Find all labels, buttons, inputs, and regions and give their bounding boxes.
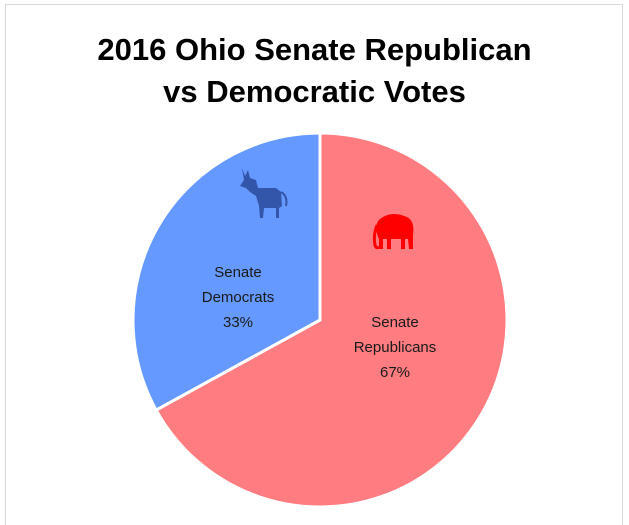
label-democrats-percent: 33%: [223, 314, 253, 331]
label-republicans-line-1: Senate: [371, 314, 419, 331]
chart-title-line-1: 2016 Ohio Senate Republican: [97, 32, 532, 67]
label-republicans-percent: 67%: [380, 364, 410, 381]
label-democrats-line-2: Democrats: [202, 289, 275, 306]
chart-frame: [5, 4, 623, 525]
label-republicans-line-2: Republicans: [354, 339, 437, 356]
label-democrats-line-1: Senate: [214, 264, 262, 281]
elephant-icon: [372, 214, 414, 250]
pie-slice-republicans: [154, 131, 509, 507]
chart-title-line-2: vs Democratic Votes: [163, 74, 466, 109]
chart-title: 2016 Ohio Senate Republican vs Democrati…: [0, 29, 629, 113]
pie-chart: Senate Democrats 33% Senate Republicans …: [131, 131, 509, 507]
donkey-icon: [240, 168, 288, 218]
